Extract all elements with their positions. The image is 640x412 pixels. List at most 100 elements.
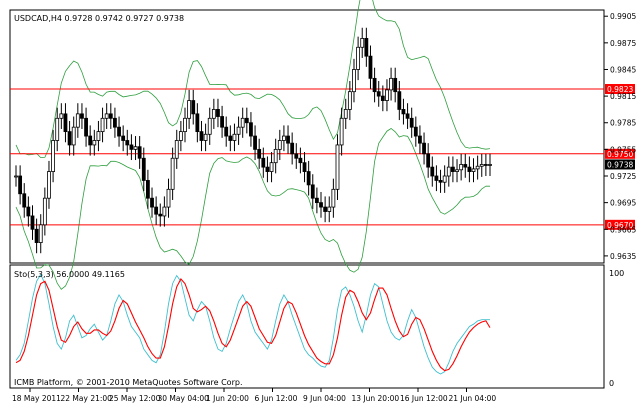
- price-bar: [380, 85, 385, 112]
- price-bar: [488, 153, 492, 177]
- current-price-label: 0.9738: [607, 160, 633, 169]
- price-bar: [22, 183, 27, 218]
- price-bar: [145, 169, 150, 209]
- price-bar: [471, 158, 476, 183]
- price-bar: [63, 103, 68, 143]
- stochastic-lines: [15, 273, 491, 375]
- time-tick-label: 16 Jun 12:00: [400, 394, 448, 403]
- time-tick-label: 1 Jun 20:00: [206, 394, 249, 403]
- price-bar: [88, 125, 93, 156]
- price-bar: [294, 143, 299, 169]
- price-bar: [257, 138, 262, 169]
- price-bar: [30, 205, 35, 240]
- price-bar: [352, 58, 356, 103]
- price-bar: [356, 36, 361, 81]
- main-chart-header: USDCAD,H4 0.9728 0.9742 0.9727 0.9738: [14, 14, 184, 23]
- price-bar: [178, 120, 183, 152]
- price-bar: [26, 196, 31, 227]
- price-bar: [426, 143, 431, 178]
- price-bar: [393, 67, 398, 103]
- price-bar: [438, 169, 443, 193]
- price-bar: [360, 27, 365, 58]
- price-bar: [306, 160, 311, 196]
- price-bar: [282, 125, 286, 152]
- price-bar: [55, 107, 60, 152]
- price-bar: [80, 103, 84, 129]
- price-tick-label: 0.9755: [610, 145, 636, 154]
- price-bar: [166, 178, 171, 218]
- price-tick-label: 0.9905: [610, 12, 636, 21]
- price-bar: [339, 107, 344, 156]
- price-bar: [298, 147, 303, 174]
- price-bar: [96, 120, 101, 152]
- price-bar: [475, 155, 480, 180]
- lower-band: [15, 128, 491, 290]
- price-bar: [364, 27, 369, 67]
- price-bar: [224, 116, 229, 147]
- price-tick-label: 0.9635: [610, 252, 636, 261]
- price-bar: [236, 116, 241, 145]
- price-bar: [117, 116, 121, 147]
- price-bar: [191, 89, 196, 125]
- time-tick-label: 13 Jun 20:00: [352, 394, 400, 403]
- price-bar: [413, 116, 418, 147]
- price-bar: [133, 136, 138, 161]
- price-tick-label: 0.9845: [610, 65, 636, 74]
- price-bar: [310, 174, 315, 209]
- price-bar: [335, 134, 340, 200]
- level-price-label: 0.9670: [607, 221, 633, 230]
- price-bar: [397, 81, 402, 121]
- price-bar: [418, 125, 422, 154]
- time-tick-label: 30 May 04:00: [158, 394, 210, 403]
- price-bar: [170, 147, 175, 200]
- price-bar: [92, 129, 97, 156]
- price-tick-label: 0.9665: [610, 225, 636, 234]
- price-bar: [376, 81, 381, 107]
- price-bar: [327, 196, 332, 223]
- price-bar: [42, 187, 47, 236]
- time-tick-label: 9 Jun 04:00: [303, 394, 346, 403]
- price-bar: [228, 125, 233, 152]
- price-bar: [372, 67, 377, 103]
- price-bar: [18, 165, 23, 205]
- level-price-tag: [605, 219, 635, 230]
- bollinger-bands: [15, 0, 491, 290]
- price-bar: [446, 156, 451, 187]
- price-bar: [195, 103, 200, 143]
- time-tick-label: 21 Jun 04:00: [449, 394, 497, 403]
- price-bar: [290, 132, 295, 165]
- price-bar: [269, 152, 274, 183]
- price-bar: [323, 196, 328, 223]
- level-price-label: 0.9823: [607, 85, 633, 94]
- price-bar: [14, 165, 18, 187]
- price-bar: [483, 153, 488, 177]
- price-bar: [158, 203, 163, 227]
- price-bar: [203, 123, 208, 152]
- level-price-label: 0.9750: [607, 150, 633, 159]
- price-bar: [385, 79, 389, 112]
- stochastic-bottom-label: 0: [609, 379, 614, 388]
- price-bar: [244, 107, 249, 134]
- time-tick-label: 22 May 21:00: [61, 394, 113, 403]
- price-bar: [162, 196, 167, 227]
- price-bar: [389, 67, 393, 101]
- price-bar: [154, 196, 159, 225]
- price-bar: [232, 123, 237, 152]
- price-bars: [14, 27, 492, 254]
- stochastic-header: Sto(5,3,3) 56.0000 49.1165: [14, 270, 125, 279]
- price-tick-label: 0.9785: [610, 119, 636, 128]
- price-bar: [265, 156, 270, 183]
- price-bar: [75, 103, 80, 138]
- price-bar: [368, 45, 373, 90]
- price-bar: [141, 147, 146, 192]
- price-bar: [442, 165, 447, 193]
- time-tick-label: 6 Jun 12:00: [255, 394, 298, 403]
- price-bar: [207, 107, 212, 145]
- copyright-text: ICMB Platform, © 2001-2010 MetaQuotes So…: [14, 378, 243, 387]
- horizontal-levels[interactable]: 0.9823 0.9750 0.9670 0.9738: [10, 84, 635, 230]
- stochastic-main-line: [15, 273, 490, 375]
- price-bar: [113, 107, 117, 138]
- price-bar: [430, 156, 435, 187]
